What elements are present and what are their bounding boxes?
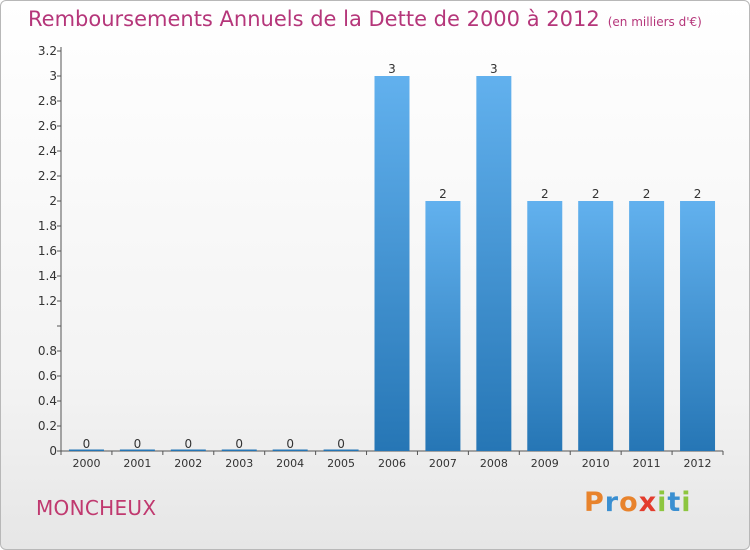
bar-2012: [680, 201, 716, 451]
y-tick-label: 3.2: [38, 44, 57, 58]
x-tick-label-2006: 2006: [378, 457, 406, 470]
data-label-2009: 2: [541, 187, 549, 201]
x-tick-label-2010: 2010: [582, 457, 610, 470]
x-tick-label-2002: 2002: [174, 457, 202, 470]
data-label-2008: 3: [490, 62, 498, 76]
y-tick-label: 0.4: [38, 394, 57, 408]
brand-letter: x: [638, 487, 658, 518]
bar-2004: [272, 449, 308, 451]
data-label-2011: 2: [643, 187, 651, 201]
x-tick-label-2009: 2009: [531, 457, 559, 470]
brand-letter: r: [604, 487, 620, 518]
bar-2001: [119, 449, 155, 451]
title-unit: (en milliers d'€): [607, 15, 702, 29]
x-tick-label-2007: 2007: [429, 457, 457, 470]
y-tick-label: 1.4: [38, 269, 57, 283]
bar-2010: [578, 201, 614, 451]
brand-letter: o: [619, 487, 639, 518]
data-label-2003: 0: [235, 437, 243, 451]
y-tick-label: 0.6: [38, 369, 57, 383]
y-tick-label: 0: [49, 444, 57, 458]
y-tick-label: 2: [49, 194, 57, 208]
y-tick-label: 0.2: [38, 419, 57, 433]
y-tick-label: 3: [49, 69, 57, 83]
y-tick-label: 0.8: [38, 344, 57, 358]
x-tick-label-2008: 2008: [480, 457, 508, 470]
bar-2006: [374, 76, 410, 451]
data-label-2010: 2: [592, 187, 600, 201]
title-main: Remboursements Annuels de la Dette de 20…: [28, 7, 600, 31]
brand-letter: P: [584, 487, 605, 518]
data-label-2007: 2: [439, 187, 447, 201]
axes: 0 0.2 0.4 0.6 0.8 1.2 1.4 1.6 1.8 2 2.2 2.4 2.6 2.8 3 3…: [38, 44, 724, 458]
place-name: MONCHEUX: [36, 496, 157, 520]
bar-2000: [68, 449, 104, 451]
brand-letter: i: [681, 487, 692, 518]
data-label-2004: 0: [286, 437, 294, 451]
data-label-2000: 0: [83, 437, 91, 451]
bar-2011: [629, 201, 665, 451]
data-label-2002: 0: [184, 437, 192, 451]
bar-2003: [221, 449, 257, 451]
x-tick-label-2003: 2003: [225, 457, 253, 470]
y-tick-label: 2.6: [38, 119, 57, 133]
bar-2005: [323, 449, 359, 451]
y-tick-label: 1.8: [38, 219, 57, 233]
brand-letter: i: [657, 487, 668, 518]
brand-logo: Proxiti: [584, 487, 692, 518]
bar-2009: [527, 201, 563, 451]
bar-2007: [425, 201, 461, 451]
bar-2002: [170, 449, 206, 451]
y-tick-label: 1.6: [38, 244, 57, 258]
y-tick-label: 2.2: [38, 169, 57, 183]
x-tick-label-2000: 2000: [72, 457, 100, 470]
x-tick-label-2004: 2004: [276, 457, 304, 470]
x-tick-label-2001: 2001: [123, 457, 151, 470]
y-tick-label: 2.4: [38, 144, 57, 158]
chart-title: Remboursements Annuels de la Dette de 20…: [28, 7, 702, 31]
x-tick-label-2012: 2012: [684, 457, 712, 470]
y-tick-label: 1.2: [38, 294, 57, 308]
x-tick-label-2005: 2005: [327, 457, 355, 470]
bars: [68, 76, 716, 451]
brand-letter: t: [667, 487, 682, 518]
data-label-2005: 0: [337, 437, 345, 451]
bar-2008: [476, 76, 512, 451]
data-label-2012: 2: [694, 187, 702, 201]
labels: 2000 0 2001 0 2002 0 2003 0 2004 0 2005 0 2006 3 2007 2…: [72, 62, 711, 470]
data-label-2001: 0: [134, 437, 142, 451]
x-tick-label-2011: 2011: [633, 457, 661, 470]
data-label-2006: 3: [388, 62, 396, 76]
y-tick-label: 2.8: [38, 94, 57, 108]
